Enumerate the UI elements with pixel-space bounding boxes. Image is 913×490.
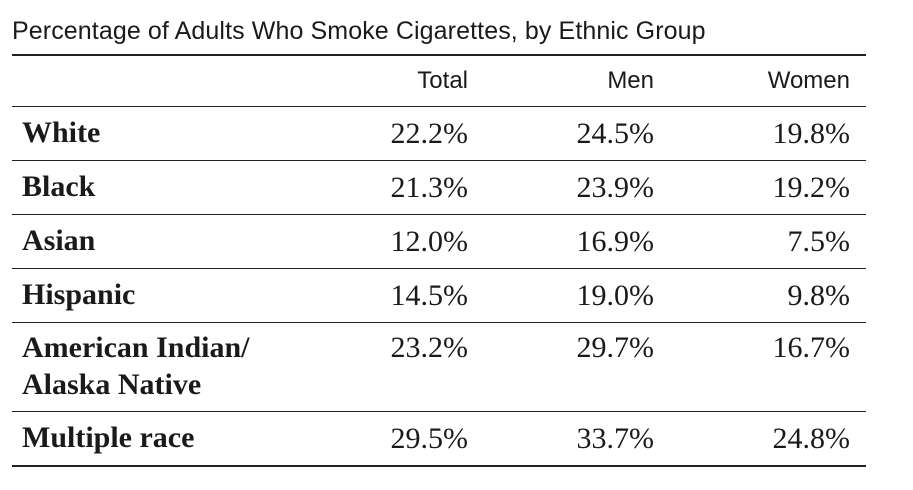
table-row: Hispanic 14.5% 19.0% 9.8%	[12, 268, 866, 323]
row-label-american-indian-alaska-native: American Indian/Alaska Native	[12, 322, 354, 412]
table-row: White 22.2% 24.5% 19.8%	[12, 106, 866, 161]
cell-multiple-race-total: 29.5%	[354, 411, 484, 467]
header-blank	[12, 55, 354, 107]
cell-black-women: 19.2%	[674, 160, 866, 215]
smoking-table: Total Men Women White 22.2% 24.5% 19.8% …	[12, 54, 866, 467]
cell-black-men: 23.9%	[484, 160, 674, 215]
cell-asian-total: 12.0%	[354, 214, 484, 269]
column-header-total: Total	[354, 55, 484, 107]
cell-white-women: 19.8%	[674, 106, 866, 161]
cell-asian-men: 16.9%	[484, 214, 674, 269]
cell-american-indian-total: 23.2%	[354, 322, 484, 412]
cell-hispanic-total: 14.5%	[354, 268, 484, 323]
row-label-hispanic: Hispanic	[12, 268, 354, 323]
table-row: Black 21.3% 23.9% 19.2%	[12, 160, 866, 215]
header-row: Total Men Women	[12, 55, 866, 107]
table-row: Multiple race 29.5% 33.7% 24.8%	[12, 411, 866, 467]
table-row: Asian 12.0% 16.9% 7.5%	[12, 214, 866, 269]
row-label-asian: Asian	[12, 214, 354, 269]
cell-hispanic-men: 19.0%	[484, 268, 674, 323]
table-figure: Percentage of Adults Who Smoke Cigarette…	[12, 0, 866, 467]
cell-white-men: 24.5%	[484, 106, 674, 161]
column-header-women: Women	[674, 55, 866, 107]
row-label-black: Black	[12, 160, 354, 215]
table-row: American Indian/Alaska Native 23.2% 29.7…	[12, 322, 866, 412]
cell-white-total: 22.2%	[354, 106, 484, 161]
column-header-men: Men	[484, 55, 674, 107]
row-label-multiple-race: Multiple race	[12, 411, 354, 467]
cell-black-total: 21.3%	[354, 160, 484, 215]
row-label-white: White	[12, 106, 354, 161]
cell-multiple-race-women: 24.8%	[674, 411, 866, 467]
cell-asian-women: 7.5%	[674, 214, 866, 269]
cell-american-indian-women: 16.7%	[674, 322, 866, 412]
cell-hispanic-women: 9.8%	[674, 268, 866, 323]
cell-multiple-race-men: 33.7%	[484, 411, 674, 467]
table-title: Percentage of Adults Who Smoke Cigarette…	[12, 17, 706, 45]
cell-american-indian-men: 29.7%	[484, 322, 674, 412]
